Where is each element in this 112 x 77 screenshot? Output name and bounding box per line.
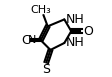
Text: N: N [28, 35, 37, 45]
Text: O: O [83, 25, 93, 38]
Text: CH₃: CH₃ [30, 5, 51, 15]
Text: NH: NH [66, 13, 84, 26]
Text: NH: NH [66, 36, 84, 50]
Text: C: C [22, 34, 30, 47]
Text: S: S [42, 63, 50, 76]
